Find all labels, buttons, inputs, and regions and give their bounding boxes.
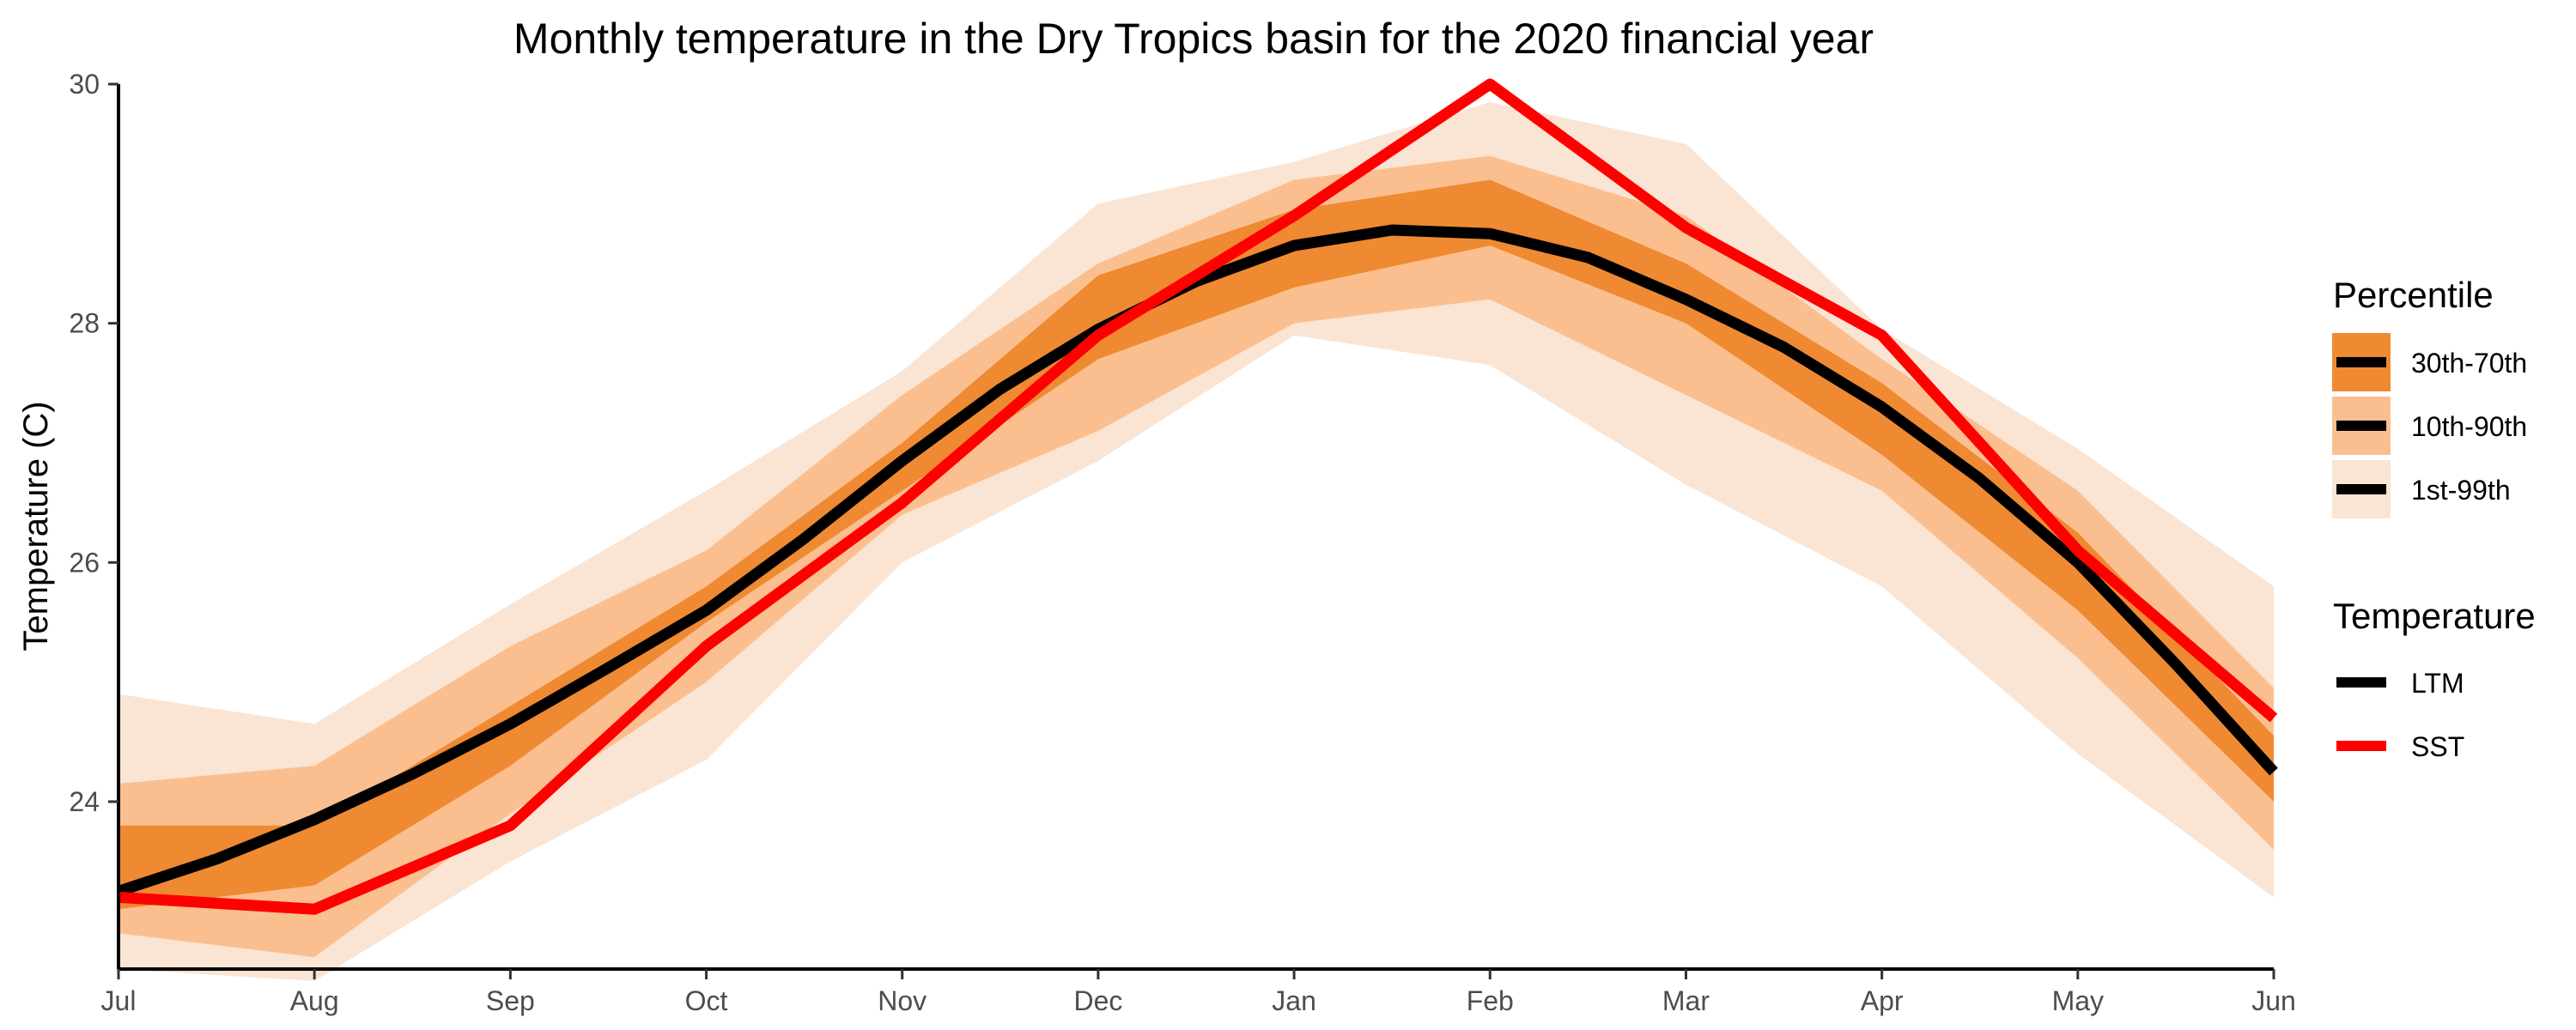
x-tick-label: Feb — [1467, 985, 1514, 1016]
legend-label: 10th-90th — [2411, 411, 2527, 442]
x-tick-label: Sep — [486, 985, 535, 1016]
y-axis-title: Temperature (C) — [17, 401, 55, 651]
series-lines — [116, 78, 2278, 915]
legend-label: SST — [2411, 731, 2464, 762]
y-tick-label: 26 — [69, 547, 100, 578]
y-tick-label: 24 — [69, 786, 100, 817]
legend: Percentile Temperature 30th-70th 10th-90t… — [2332, 275, 2536, 762]
legend-label: LTM — [2411, 668, 2464, 699]
x-tick-label: Apr — [1861, 985, 1904, 1016]
legend-title-percentile: Percentile — [2333, 275, 2494, 315]
x-tick-label: Oct — [685, 985, 728, 1016]
legend-label: 1st-99th — [2411, 475, 2511, 506]
chart-title: Monthly temperature in the Dry Tropics b… — [513, 15, 1874, 63]
x-tick-label: Dec — [1073, 985, 1122, 1016]
x-tick-label: Jan — [1272, 985, 1316, 1016]
legend-label: 30th-70th — [2411, 348, 2527, 379]
legend-title-temperature: Temperature — [2333, 596, 2536, 636]
y-tick-label: 30 — [69, 69, 100, 100]
x-tick-label: Aug — [290, 985, 339, 1016]
series-line-sst — [118, 78, 2278, 915]
x-tick-label: Nov — [878, 985, 927, 1016]
x-tick-label: May — [2052, 985, 2104, 1016]
axis-ticks: Jul Aug Sep Oct Nov Dec Jan Feb Mar Apr May Jun 24 26… — [69, 69, 2295, 1016]
y-tick-label: 28 — [69, 308, 100, 339]
x-tick-label: Jul — [101, 985, 137, 1016]
x-tick-label: Jun — [2251, 985, 2296, 1016]
x-tick-label: Mar — [1662, 985, 1710, 1016]
band-30th-70th — [118, 179, 2274, 910]
band-10th-90th — [118, 155, 2274, 958]
axes — [117, 84, 2274, 971]
